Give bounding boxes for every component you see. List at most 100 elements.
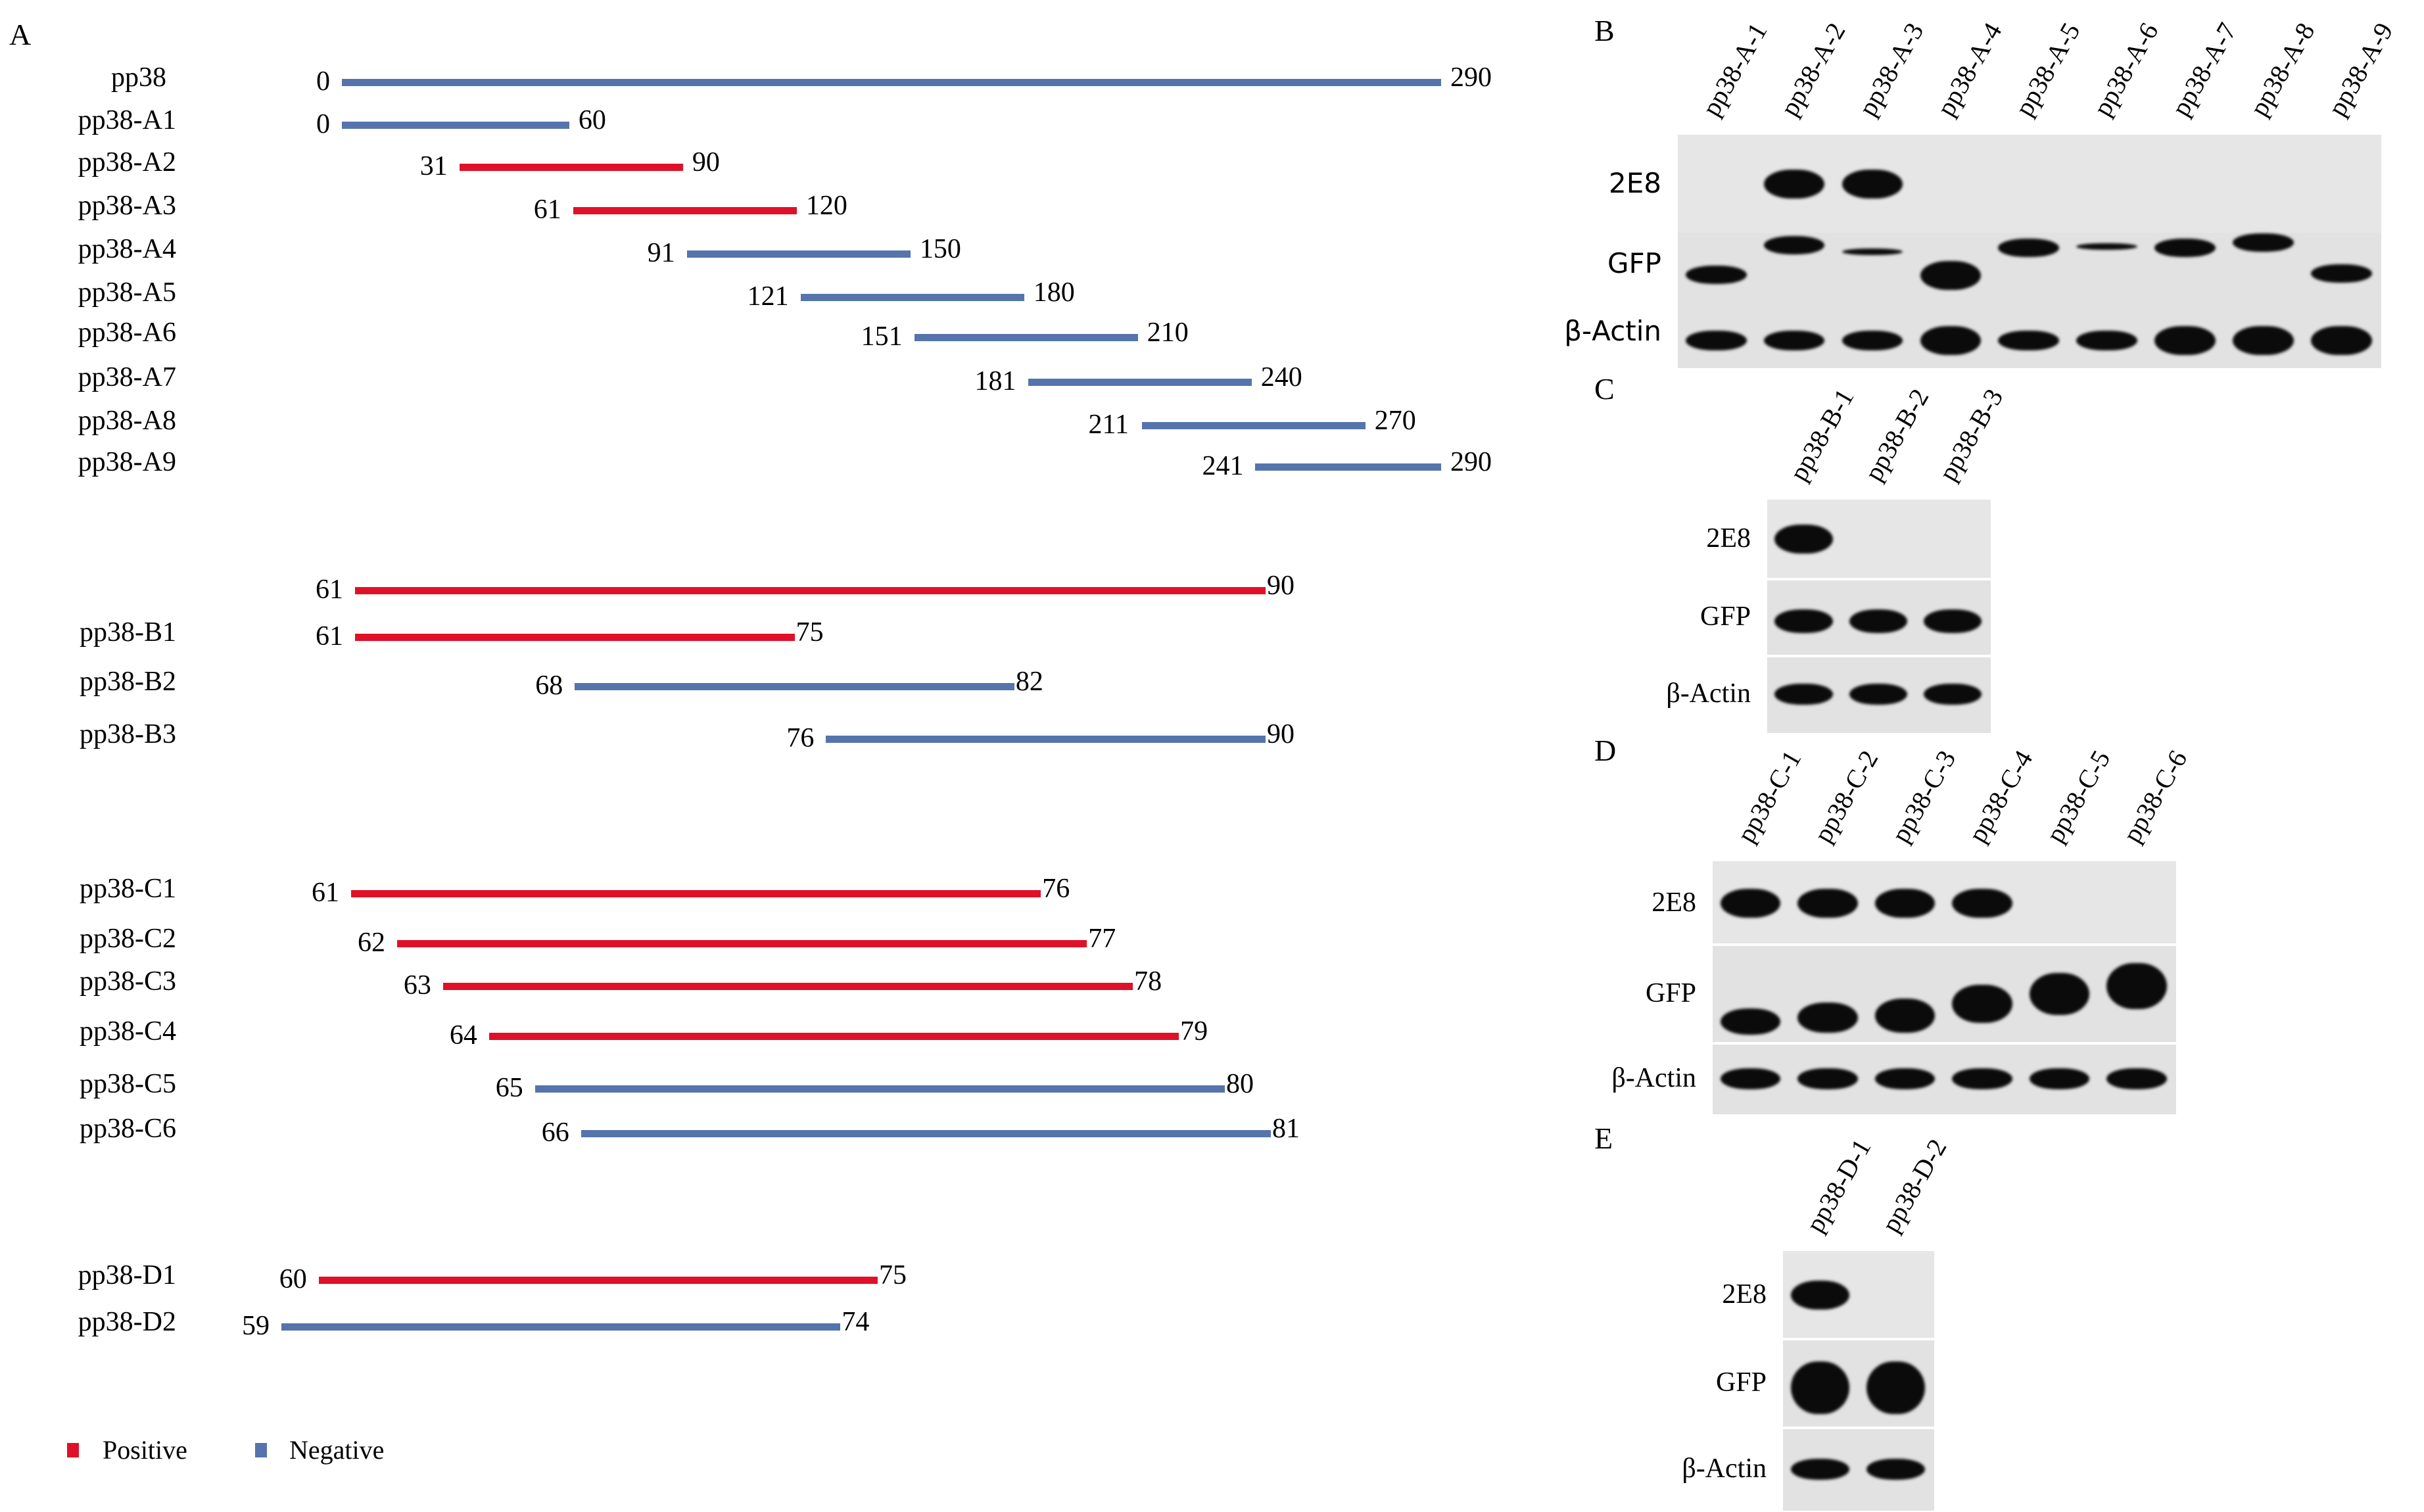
protein-band (1998, 239, 2060, 258)
lane-label: pp38-D-1 (1800, 1133, 1877, 1237)
end-residue-label: 81 (1272, 1114, 1300, 1144)
protein-band (1797, 888, 1858, 918)
strip-divider (1713, 1042, 2176, 1045)
antibody-label: β-Actin (1666, 678, 1751, 709)
antibody-label: GFP (1645, 978, 1696, 1009)
start-residue-label: 0 (316, 66, 330, 97)
construct-bar-negative (535, 1085, 1225, 1093)
construct-bar-negative (575, 683, 1014, 690)
panel-letter-c: C (1594, 372, 1615, 406)
lane-label: pp38-C-5 (2039, 745, 2116, 847)
end-residue-label: 290 (1450, 447, 1492, 477)
construct-bar-negative (342, 122, 569, 129)
start-residue-label: 241 (1202, 451, 1244, 481)
end-residue-label: 90 (692, 147, 720, 177)
construct-bar-negative (914, 334, 1138, 341)
protein-band (2311, 326, 2372, 356)
construct-bar-positive (318, 1277, 878, 1284)
protein-band (2233, 233, 2294, 252)
blot-image-e (1783, 1251, 1934, 1511)
legend-negative-swatch (255, 1443, 267, 1457)
lane-label: pp38-A-8 (2243, 17, 2321, 122)
antibody-label: β-Actin (1682, 1453, 1767, 1484)
end-residue-label: 90 (1267, 571, 1295, 601)
strip-divider (1713, 943, 2176, 947)
start-residue-label: 60 (279, 1264, 307, 1294)
antibody-label: 2E8 (1722, 1279, 1767, 1310)
protein-band (1924, 609, 1982, 634)
construct-bar-negative (800, 294, 1024, 301)
construct-bar-positive (396, 940, 1087, 947)
end-residue-label: 78 (1134, 966, 1162, 997)
end-residue-label: 240 (1260, 362, 1302, 392)
strip-divider (1767, 654, 1991, 657)
construct-bar-negative (342, 79, 1441, 86)
start-residue-label: 91 (647, 238, 675, 268)
start-residue-label: 61 (316, 575, 343, 605)
end-residue-label: 77 (1088, 924, 1116, 954)
construct-label: pp38-A3 (78, 191, 176, 221)
protein-band (1952, 1068, 2012, 1090)
lane-label: pp38-B-1 (1784, 383, 1860, 486)
legend-positive-swatch (67, 1443, 79, 1457)
protein-band (1790, 1281, 1850, 1310)
protein-band (1874, 1068, 1936, 1090)
construct-label: pp38-B2 (80, 667, 176, 697)
construct-label: pp38-B3 (80, 719, 176, 749)
construct-label: pp38-C1 (80, 874, 176, 904)
antibody-label: GFP (1715, 1367, 1767, 1398)
protein-band (1920, 261, 1982, 291)
construct-label: pp38 (111, 62, 166, 93)
antibody-label: β-Actin (1611, 1063, 1696, 1094)
protein-band (1998, 331, 2060, 351)
end-residue-label: 76 (1042, 874, 1070, 904)
lane-label: pp38-C-3 (1885, 745, 1962, 847)
protein-band (1790, 1361, 1850, 1415)
protein-band (1720, 888, 1781, 918)
construct-bar-positive (573, 207, 797, 214)
construct-bar-positive (488, 1033, 1179, 1040)
construct-bar-positive (351, 890, 1041, 897)
protein-band (1866, 1361, 1926, 1415)
antibody-label: 2E8 (1609, 166, 1661, 199)
lane-label: pp38-A-9 (2321, 17, 2398, 122)
construct-bar-positive (355, 587, 1266, 594)
construct-label: pp38-D1 (78, 1260, 176, 1290)
start-residue-label: 63 (403, 970, 431, 1001)
construct-bar-negative (826, 736, 1266, 743)
start-residue-label: 68 (535, 671, 563, 701)
panel-letter-e: E (1594, 1122, 1613, 1155)
protein-band (1763, 169, 1825, 199)
construct-bar-negative (281, 1323, 841, 1331)
construct-bar-negative (686, 250, 911, 258)
protein-band (1763, 331, 1825, 351)
lane-label: pp38-C-1 (1730, 745, 1807, 847)
protein-band (1797, 1003, 1858, 1033)
protein-band (1774, 609, 1833, 634)
start-residue-label: 121 (747, 281, 789, 312)
lane-label: pp38-C-2 (1807, 745, 1884, 847)
construct-label: pp38-A6 (78, 318, 176, 348)
protein-band (2106, 1068, 2167, 1090)
lane-label: pp38-C-4 (1962, 745, 2039, 847)
construct-label: pp38-D2 (78, 1307, 176, 1337)
protein-band (1842, 331, 1903, 351)
antibody-label: β-Actin (1564, 314, 1661, 347)
protein-band (2233, 326, 2294, 356)
lane-label: pp38-A-1 (1696, 17, 1773, 122)
protein-band (1685, 266, 1747, 285)
protein-band (2106, 963, 2167, 1010)
start-residue-label: 62 (357, 928, 385, 958)
construct-bar-positive (442, 983, 1133, 990)
antibody-label: 2E8 (1706, 523, 1751, 554)
start-residue-label: 64 (449, 1020, 477, 1051)
protein-band (2154, 326, 2216, 356)
protein-band (1720, 1008, 1781, 1035)
protein-band (1797, 1068, 1858, 1090)
panel-letter-b: B (1594, 14, 1615, 47)
blot-strip-actin (1713, 1043, 2176, 1114)
construct-label: pp38-A7 (78, 362, 176, 392)
protein-band (2154, 239, 2216, 258)
start-residue-label: 61 (316, 621, 343, 651)
lane-label: pp38-B-2 (1858, 383, 1935, 486)
